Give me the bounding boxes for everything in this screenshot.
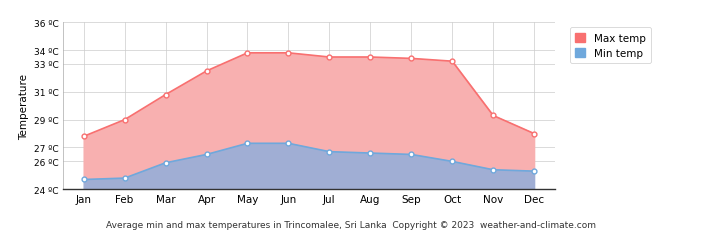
Legend: Max temp, Min temp: Max temp, Min temp	[569, 28, 651, 64]
Text: Average min and max temperatures in Trincomalee, Sri Lanka  Copyright © 2023  we: Average min and max temperatures in Trin…	[106, 220, 596, 229]
Y-axis label: Temperature: Temperature	[20, 73, 29, 139]
